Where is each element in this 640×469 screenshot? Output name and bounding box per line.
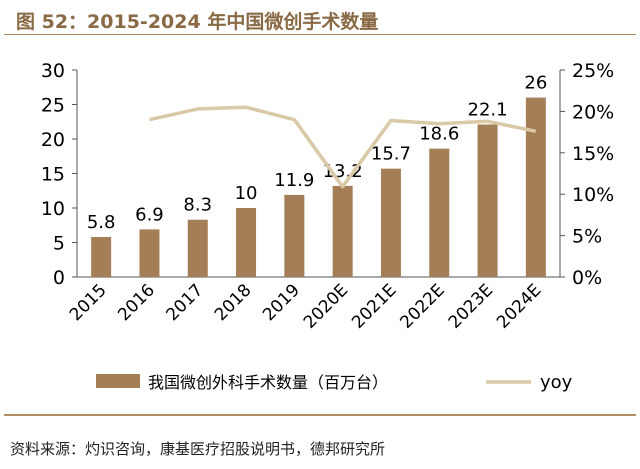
y-right-tick-label: 20% [572,101,614,123]
yoy-line [149,105,537,189]
y-right-tick-label: 10% [572,184,614,206]
x-tick-label: 2020E [300,280,352,332]
legend-label-bars: 我国微创外科手术数量（百万台） [148,373,388,392]
legend-label-yoy: yoy [540,372,573,393]
y-right-tick-label: 25% [572,60,614,82]
x-tick-label: 2023E [445,280,497,332]
bar-value-label: 11.9 [274,170,314,191]
bar-value-label: 26 [524,73,547,94]
y-left-tick-label: 10 [41,198,65,220]
x-tick-label: 2019 [259,280,304,325]
bar [91,236,112,277]
bar-value-label: 15.7 [371,144,411,165]
bar-value-label: 22.1 [468,100,508,121]
x-tick-label: 2022E [396,280,448,332]
y-left-tick-label: 25 [41,95,65,117]
x-tick-label: 2016 [114,280,159,325]
figure-title-bar: 图 52：2015-2024 年中国微创手术数量 [4,4,636,35]
y-left-tick-label: 30 [41,60,65,82]
bar [477,124,498,277]
bar [429,148,450,277]
bar [187,219,208,277]
bar [284,194,305,277]
y-right-tick-label: 0% [572,267,602,289]
x-tick-label: 2018 [211,280,256,325]
bar-value-label: 13.2 [323,161,363,182]
x-tick-label: 2015 [66,280,111,325]
y-left-tick-label: 5 [53,233,65,255]
bar-value-label: 18.6 [419,124,459,145]
source-note: 资料来源：灼识咨询，康基医疗招股说明书，德邦研究所 [10,440,386,458]
legend-swatch-bars [96,374,140,388]
y-left-tick-label: 20 [41,129,65,151]
bar [236,208,257,277]
x-tick-label: 2017 [163,280,208,325]
y-left-tick-label: 15 [41,164,65,186]
x-tick-label: 2021E [348,280,400,332]
bar-value-label: 10 [235,183,258,204]
bar-value-label: 6.9 [135,204,164,225]
bar-value-label: 8.3 [183,195,212,216]
y-left-tick-label: 0 [53,267,65,289]
bar [380,168,401,277]
x-tick-label: 2024E [493,280,545,332]
bar [139,229,160,277]
bar [332,185,353,277]
figure-title: 图 52：2015-2024 年中国微创手术数量 [16,11,379,33]
footer-divider [4,414,636,416]
bar [525,97,546,277]
bar-value-label: 5.8 [87,212,116,233]
y-right-tick-label: 15% [572,143,614,165]
y-right-tick-label: 5% [572,226,602,248]
